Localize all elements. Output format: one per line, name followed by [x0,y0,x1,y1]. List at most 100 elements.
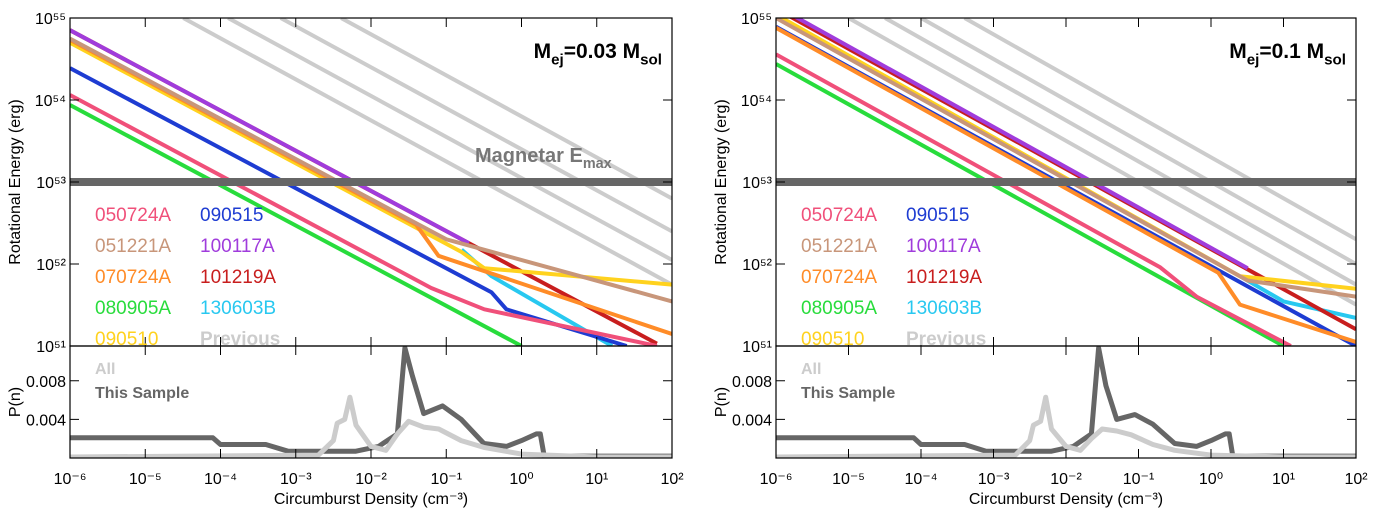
legend-entry: This Sample [95,385,189,402]
legend-entry: This Sample [801,385,895,402]
legend-entry: 070724A [95,267,171,288]
plot-area [776,346,1356,458]
x-tick-label: 10² [1344,471,1368,488]
x-tick-label: 10⁻¹ [1123,471,1155,488]
plot-frame [775,345,1357,459]
series-line [70,36,672,304]
y-axis-label: Rotational Energy (erg) [7,99,24,264]
y-axis-label: Rotational Energy (erg) [713,99,730,264]
text-segment: M [1229,40,1247,63]
series-line [70,38,672,336]
subscript: ej [551,51,564,68]
legend-entry: 050724A [801,205,877,226]
y-tick-label: 0.004 [732,412,772,429]
y-axis-label: P(n) [713,387,730,417]
legend-entry: 090515 [906,205,969,226]
plot-frame [69,345,673,459]
x-tick-label: 10⁰ [1199,471,1223,488]
plot-area [70,346,672,458]
series-line [70,103,523,346]
series-line [227,18,672,262]
x-tick-label: 10⁻¹ [430,471,462,488]
series-line [963,18,1356,242]
y-tick-label: 10⁵⁴ [741,93,772,110]
series-line [793,18,1249,270]
legend-entry: 080905A [801,298,877,319]
x-tick-label: 10⁻² [355,471,387,488]
subscript: sol [640,51,662,68]
y-tick-label: 10⁵¹ [742,339,772,356]
text-segment: M [534,40,552,63]
x-tick-label: 10⁻⁶ [760,471,793,488]
y-axis-label: P(n) [7,387,24,417]
x-tick-label: 10⁰ [509,471,533,488]
plot-area [70,18,672,346]
y-tick-label: 10⁵³ [742,175,772,192]
y-tick-label: 10⁵² [36,257,66,274]
series-line [884,18,1356,287]
x-tick-label: 10⁻⁴ [204,471,237,488]
series-line [70,346,672,458]
x-axis-label: Circumburst Density (cm⁻³) [274,491,468,508]
x-tick-label: 10⁻³ [280,471,312,488]
legend-entry: 100117A [200,236,275,257]
legend-entry: 051221A [801,236,877,257]
series-line [70,394,672,458]
x-tick-label: 10⁻⁴ [904,471,937,488]
series-line [847,18,1356,307]
legend-entry: 050724A [95,205,171,226]
series-line [776,26,1356,344]
y-tick-label: 10⁵¹ [36,339,66,356]
subscript: sol [1324,51,1346,68]
legend-entry: Previous [200,329,280,350]
subscript: ej [1247,51,1260,68]
legend-entry: 080905A [95,298,171,319]
series-line [776,52,1292,346]
panel-annotation: Mej=0.03 Msol [534,40,662,68]
legend-entry: Previous [906,329,986,350]
series-line [776,394,1356,458]
series-line [182,18,672,287]
legend-entry: 090515 [200,205,263,226]
series-line [776,346,1356,458]
text-segment: Magnetar E [475,145,583,167]
y-tick-label: 10⁵⁴ [35,93,66,110]
panel-annotation: Mej=0.1 Msol [1229,40,1346,68]
legend-entry: 090510 [801,329,864,350]
legend-entry: 101219A [200,267,276,288]
x-tick-label: 10⁻³ [978,471,1010,488]
x-tick-label: 10¹ [1272,471,1295,488]
y-tick-label: 10⁵² [742,257,772,274]
y-tick-label: 10⁵⁵ [35,11,66,28]
text-segment: =0.03 M [564,40,640,63]
y-tick-label: 0.008 [732,374,772,391]
plot-area [776,18,1356,346]
x-axis-label: Circumburst Density (cm⁻³) [969,491,1163,508]
legend-entry: 100117A [906,236,981,257]
series-line [70,28,470,245]
text-segment: =0.1 M [1259,40,1324,63]
y-tick-label: 0.008 [26,374,66,391]
legend-entry: 130603B [200,298,276,319]
y-tick-label: 10⁵⁵ [741,11,772,28]
reference-label: Magnetar Emax [475,145,612,172]
x-tick-label: 10⁻⁵ [832,471,865,488]
x-tick-label: 10⁻⁵ [129,471,162,488]
legend-entry: All [95,361,115,378]
series-line [1238,274,1356,320]
series-line [920,18,1356,266]
legend-entry: 051221A [95,236,171,257]
x-tick-label: 10¹ [585,471,608,488]
subscript: max [583,156,612,172]
legend-entry: 090510 [95,329,158,350]
series-line [340,18,672,201]
series-line [70,93,658,346]
legend-entry: 070724A [801,267,877,288]
legend-entry: 101219A [906,267,982,288]
legend-entry: All [801,361,821,378]
y-tick-label: 0.004 [26,412,66,429]
series-line [279,18,672,234]
x-tick-label: 10² [660,471,684,488]
legend-entry: 130603B [906,298,982,319]
